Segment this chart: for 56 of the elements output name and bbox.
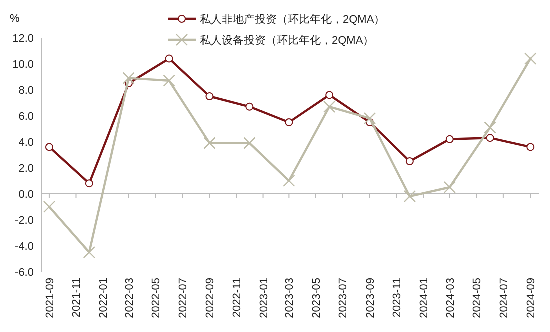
x-tick-label: 2022-09	[204, 278, 217, 318]
y-tick-label: -6.0	[15, 267, 34, 279]
point	[406, 158, 414, 166]
point	[244, 137, 256, 150]
point	[43, 200, 56, 214]
x-tick-label: 2022-05	[150, 278, 163, 318]
x-tick-label: 2022-11	[231, 278, 244, 318]
y-axis-title: %	[10, 13, 20, 25]
x-tick-label: 2022-07	[177, 278, 190, 318]
point	[83, 246, 96, 259]
x-tick-label: 2021-09	[44, 278, 56, 318]
y-tick-label: 10.0	[12, 59, 34, 71]
legend-label: 私人设备投资（环比年化，2QMA）	[200, 34, 374, 47]
point	[122, 72, 136, 84]
y-tick-label: 12.0	[12, 33, 34, 45]
point	[285, 118, 294, 126]
x-tick-label: 2024-01	[418, 278, 431, 318]
point	[446, 135, 454, 144]
x-tick-label: 2023-01	[258, 278, 270, 318]
point	[323, 100, 336, 113]
x-tick-label: 2023-07	[338, 278, 350, 318]
x-tick-label: 2022-03	[124, 278, 136, 318]
x-tick-label: 2022-01	[98, 278, 110, 318]
point	[85, 180, 94, 188]
point	[524, 52, 537, 65]
x-tick-label: 2023-09	[364, 278, 377, 318]
point	[484, 122, 496, 134]
x-tick-label: 2023-05	[310, 278, 323, 318]
y-tick-label: 8.0	[18, 85, 34, 97]
x-tick-label: 2024-09	[526, 278, 538, 318]
legend-label: 私人非地产投资（环比年化，2QMA）	[200, 13, 386, 26]
point	[486, 134, 494, 142]
x-tick-label: 2021-11	[71, 278, 84, 318]
point	[283, 174, 296, 188]
point	[45, 143, 54, 152]
x-tick-label: 2023-11	[392, 278, 404, 318]
point	[404, 190, 416, 203]
y-tick-label: 2.0	[18, 163, 34, 175]
x-tick-label: 2023-03	[284, 278, 296, 318]
point	[163, 74, 176, 87]
point	[246, 102, 254, 111]
point	[364, 112, 376, 125]
y-tick-label: -2.0	[15, 215, 34, 227]
point	[526, 143, 535, 152]
x-tick-label: 2024-07	[498, 278, 510, 318]
y-tick-label: 6.0	[18, 111, 34, 123]
y-tick-label: 0.0	[18, 189, 34, 201]
point	[165, 54, 174, 63]
point	[444, 181, 456, 194]
point	[204, 137, 216, 150]
point	[206, 92, 214, 100]
point	[326, 91, 334, 100]
y-tick-label: -4.0	[15, 241, 34, 253]
y-tick-label: 4.0	[18, 137, 34, 149]
x-tick-label: 2024-05	[472, 278, 484, 318]
x-tick-label: 2024-03	[444, 278, 457, 318]
